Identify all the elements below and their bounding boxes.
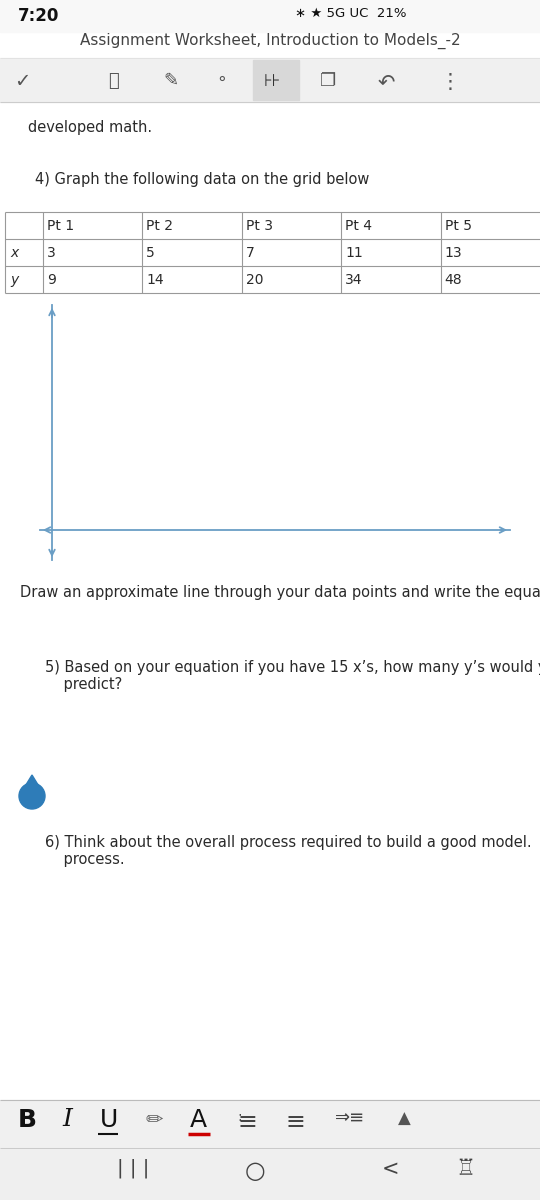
Text: 4) Graph the following data on the grid below: 4) Graph the following data on the grid … <box>35 172 369 187</box>
Text: ≡: ≡ <box>237 1110 256 1134</box>
Text: ⇒≡: ⇒≡ <box>335 1110 365 1128</box>
Text: ♖: ♖ <box>455 1159 475 1178</box>
Text: 6) Think about the overall process required to build a good model.  Describe the: 6) Think about the overall process requi… <box>45 835 540 850</box>
Text: predict?: predict? <box>45 677 122 692</box>
Bar <box>0 1100 540 1148</box>
Text: 5) Based on your equation if you have 15 x’s, how many y’s would your model: 5) Based on your equation if you have 15… <box>45 660 540 674</box>
Text: ✏: ✏ <box>145 1109 163 1129</box>
Text: Pt 5: Pt 5 <box>444 218 471 233</box>
Text: ≡: ≡ <box>285 1110 305 1134</box>
Text: ↶: ↶ <box>378 72 395 92</box>
Polygon shape <box>21 775 43 793</box>
Text: ⋮: ⋮ <box>440 72 461 92</box>
Text: 11: 11 <box>345 246 363 260</box>
Text: ○: ○ <box>245 1159 265 1183</box>
Text: ⬜: ⬜ <box>108 72 119 90</box>
Text: I: I <box>62 1108 72 1130</box>
Bar <box>253 60 299 100</box>
Text: x: x <box>10 246 18 260</box>
Text: ∗ ★ 5G UC ⁣⁣⁣ 21%: ∗ ★ 5G UC ⁣⁣⁣ 21% <box>295 7 407 20</box>
Text: ❐: ❐ <box>320 72 336 90</box>
Text: 7:20: 7:20 <box>18 7 59 25</box>
Text: 34: 34 <box>345 272 363 287</box>
Text: process.: process. <box>45 852 125 866</box>
Text: 5: 5 <box>146 246 155 260</box>
Text: B: B <box>18 1108 37 1132</box>
Text: ▲: ▲ <box>398 1110 411 1128</box>
Text: 9: 9 <box>47 272 56 287</box>
Text: Pt 4: Pt 4 <box>345 218 372 233</box>
Bar <box>0 1148 540 1200</box>
Text: Pt 2: Pt 2 <box>146 218 173 233</box>
Text: Assignment Worksheet, Introduction to Models_-2: Assignment Worksheet, Introduction to Mo… <box>80 32 460 49</box>
Text: ⚬: ⚬ <box>215 72 228 86</box>
Text: Pt 3: Pt 3 <box>246 218 273 233</box>
Text: U: U <box>100 1108 118 1132</box>
Text: 3: 3 <box>47 246 56 260</box>
Text: Draw an approximate line through your data points and write the equation of the : Draw an approximate line through your da… <box>20 584 540 600</box>
Text: :: : <box>237 1110 241 1124</box>
Text: A: A <box>190 1108 207 1132</box>
Text: ✓: ✓ <box>14 72 30 91</box>
Text: developed math.: developed math. <box>28 120 152 134</box>
Bar <box>0 0 540 32</box>
Text: 48: 48 <box>444 272 462 287</box>
Text: 13: 13 <box>444 246 462 260</box>
Text: 14: 14 <box>146 272 164 287</box>
Text: ✎: ✎ <box>163 72 178 90</box>
Text: Pt 1: Pt 1 <box>47 218 74 233</box>
Bar <box>0 58 540 102</box>
Circle shape <box>19 782 45 809</box>
Text: 7: 7 <box>246 246 254 260</box>
Text: y: y <box>10 272 18 287</box>
Text: <: < <box>382 1159 400 1178</box>
Text: ⊦⊦: ⊦⊦ <box>264 72 281 90</box>
Text: | | |: | | | <box>117 1159 150 1178</box>
Text: 20: 20 <box>246 272 264 287</box>
